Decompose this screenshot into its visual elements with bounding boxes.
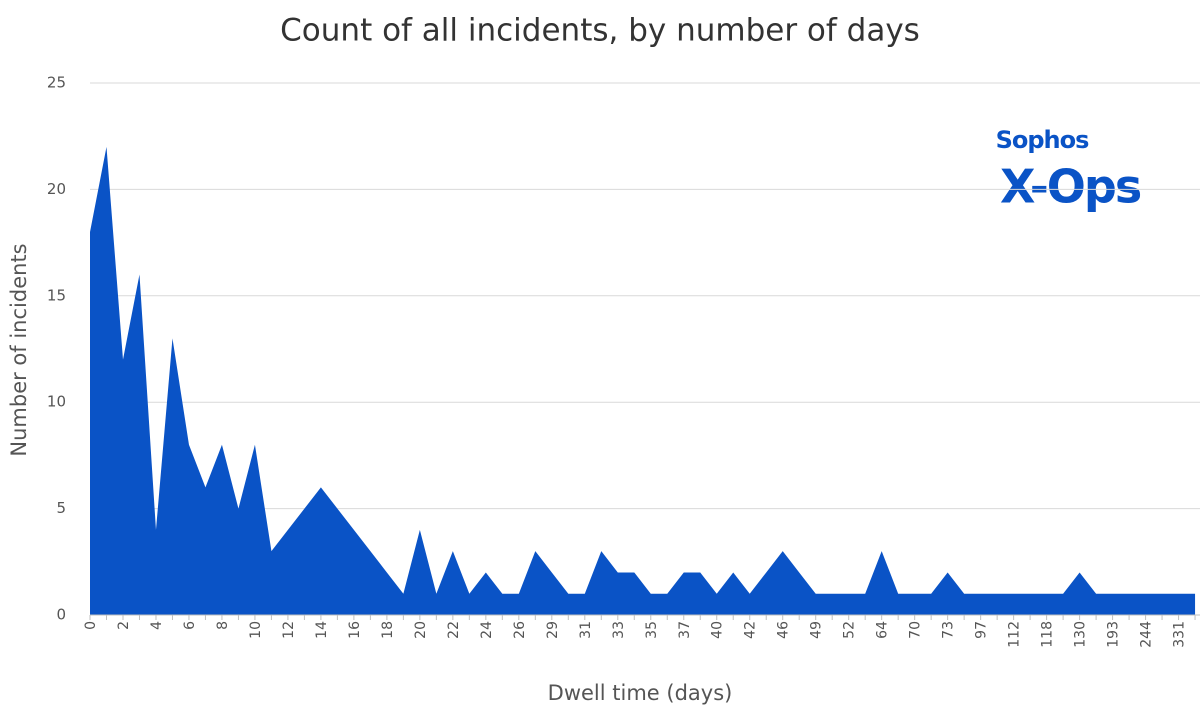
x-tick-label: 49	[809, 621, 825, 639]
x-tick-label: 118	[1040, 621, 1056, 648]
x-tick-label: 22	[446, 621, 462, 639]
x-tick-label: 33	[611, 621, 627, 639]
y-tick-label: 10	[47, 393, 66, 411]
y-tick-label: 0	[56, 606, 66, 624]
y-axis-title: Number of incidents	[7, 243, 31, 456]
x-tick-label: 10	[248, 621, 264, 639]
x-tick-label: 0	[83, 621, 99, 630]
x-tick-label: 37	[677, 621, 693, 639]
y-tick-label: 5	[56, 499, 66, 517]
x-tick-label: 64	[875, 621, 891, 639]
x-tick-label: 73	[941, 621, 957, 639]
logo-text: X-Ops	[1000, 160, 1141, 214]
x-tick-label: 18	[380, 621, 396, 639]
area	[90, 146, 1196, 615]
logo-text: Sophos	[996, 126, 1090, 154]
x-tick-label: 35	[644, 621, 660, 639]
x-tick-label: 193	[1106, 621, 1122, 648]
x-tick-label: 6	[182, 621, 198, 630]
x-tick-label: 20	[413, 621, 429, 639]
x-tick-label: 70	[908, 621, 924, 639]
x-tick-label: 244	[1139, 621, 1155, 648]
x-tick-label: 2	[116, 621, 132, 630]
x-axis-title: Dwell time (days)	[548, 681, 733, 705]
x-tick-label: 112	[1007, 621, 1023, 648]
x-tick-label: 42	[743, 621, 759, 639]
x-tick-label: 40	[710, 621, 726, 639]
x-tick-label: 331	[1172, 621, 1188, 648]
y-tick-label: 25	[47, 74, 66, 92]
chart-title: Count of all incidents, by number of day…	[280, 13, 920, 49]
x-tick-label: 97	[974, 621, 990, 639]
x-tick-label: 52	[842, 621, 858, 639]
x-tick-label: 8	[215, 621, 231, 630]
x-tick-label: 31	[578, 621, 594, 639]
x-tick-label: 26	[512, 621, 528, 639]
x-tick-label: 24	[479, 621, 495, 639]
y-tick-label: 20	[47, 180, 66, 198]
x-tick-label: 130	[1073, 621, 1089, 648]
x-tick-label: 14	[314, 621, 330, 639]
x-tick-label: 16	[347, 621, 363, 639]
x-tick-label: 46	[776, 621, 792, 639]
x-tick-label: 29	[545, 621, 561, 639]
x-tick-label: 4	[149, 621, 165, 630]
y-tick-label: 15	[47, 286, 66, 304]
x-tick-label: 12	[281, 621, 297, 639]
